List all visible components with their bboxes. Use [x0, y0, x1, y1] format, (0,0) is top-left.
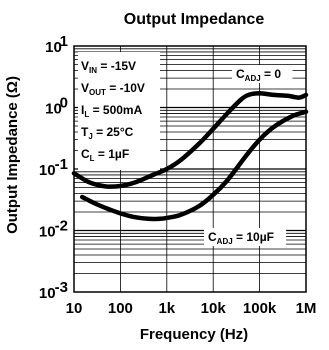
x-tick-label: 1k — [158, 300, 175, 317]
y-tick-label: 010 — [45, 95, 68, 118]
condition-line: TJ = 25°C — [81, 125, 134, 141]
plot-frame — [73, 45, 307, 293]
y-tick-exponent: 0 — [60, 95, 68, 112]
label-background — [204, 228, 287, 246]
data-series — [71, 91, 309, 222]
y-tick-label: 110 — [45, 33, 68, 56]
condition-line: VIN = -15V — [81, 59, 136, 75]
svg-text:TJ = 25°C: TJ = 25°C — [81, 125, 134, 141]
svg-text:CADJ = 0: CADJ = 0 — [236, 67, 281, 83]
conditions-background — [78, 52, 160, 170]
y-tick-base: 10 — [39, 162, 56, 179]
y-tick-base: 10 — [45, 39, 62, 56]
test-conditions: VIN = -15V VOUT = -10V IL = 500mA TJ = 25°C… — [78, 52, 160, 170]
condition-line: IL = 500mA — [81, 103, 143, 119]
y-tick-label: -310 — [39, 279, 68, 302]
series-label-cadj-0: CADJ = 0 — [232, 65, 293, 83]
svg-text:VOUT = -10V: VOUT = -10V — [81, 81, 145, 97]
y-tick-exponent: -1 — [55, 156, 68, 173]
svg-text:VIN = -15V: VIN = -15V — [81, 59, 136, 75]
y-tick-base: 10 — [45, 101, 62, 118]
y-tick-exponent: 1 — [60, 33, 68, 50]
y-tick-label: -110 — [39, 156, 68, 179]
x-axis-label: Frequency (Hz) — [140, 326, 248, 343]
series-line-2 — [79, 109, 309, 222]
series-labels: CADJ = 0 CADJ = 10µF — [204, 65, 293, 246]
y-tick-base: 10 — [39, 224, 56, 241]
x-tick-label: 1M — [296, 300, 317, 317]
series-line-1 — [71, 91, 309, 189]
svg-text:CL = 1µF: CL = 1µF — [81, 147, 129, 163]
series-label-cadj-10uf: CADJ = 10µF — [204, 228, 287, 246]
x-tick-label: 100k — [243, 300, 277, 317]
grid-lines — [74, 46, 306, 292]
chart-title: Output Impedance — [124, 11, 265, 28]
svg-text:CADJ = 10µF: CADJ = 10µF — [208, 230, 274, 246]
x-tick-label: 10 — [66, 300, 83, 317]
svg-text:IL = 500mA: IL = 500mA — [81, 103, 143, 119]
label-background — [232, 65, 293, 83]
y-tick-label: -210 — [39, 218, 68, 241]
condition-line: VOUT = -10V — [81, 81, 145, 97]
y-tick-exponent: -2 — [55, 218, 68, 235]
x-tick-labels: 10 100 1k 10k 100k 1M — [66, 300, 317, 317]
y-tick-base: 10 — [39, 285, 56, 302]
y-tick-exponent: -3 — [55, 279, 68, 296]
y-axis-label: Output Impedance (Ω) — [4, 76, 21, 234]
condition-line: CL = 1µF — [81, 147, 129, 163]
x-tick-label: 100 — [108, 300, 133, 317]
x-tick-label: 10k — [201, 300, 227, 317]
